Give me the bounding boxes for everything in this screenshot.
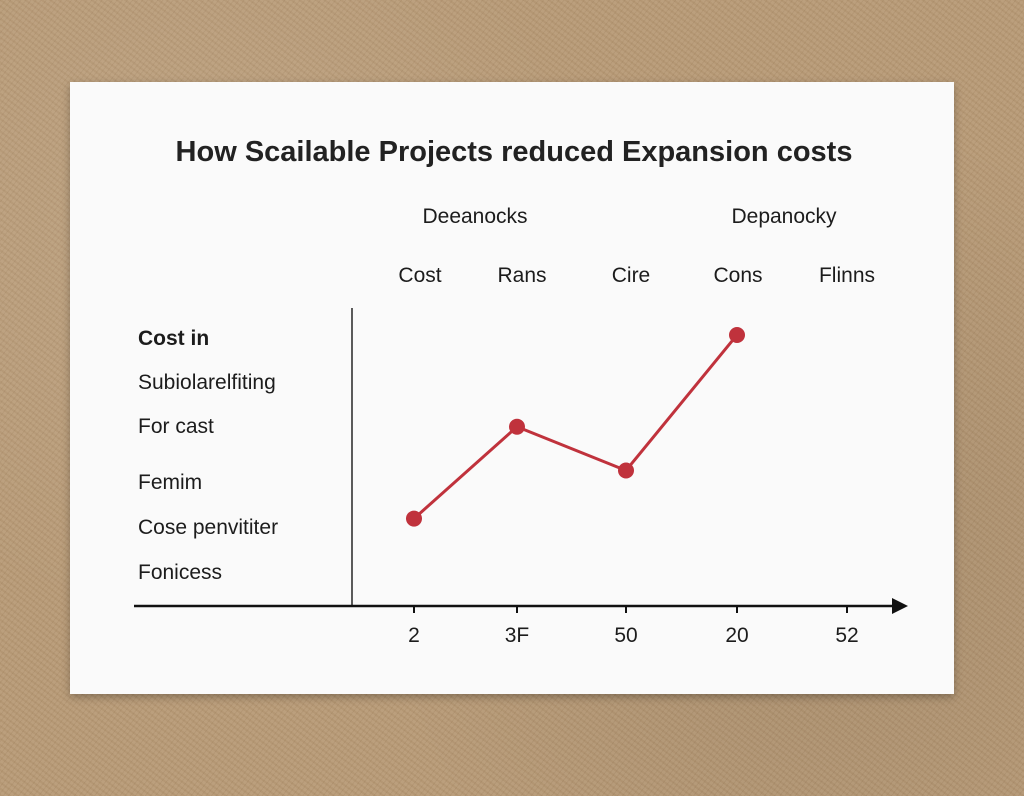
- column-label: Cire: [612, 264, 651, 287]
- x-ticks: 2 3F 50 20 52: [408, 606, 859, 647]
- data-point: [509, 418, 525, 435]
- row-label: Fonicess: [138, 561, 222, 584]
- x-tick-label: 50: [614, 624, 637, 647]
- series-layer: [406, 326, 745, 527]
- data-point: [729, 326, 745, 343]
- row-label: For cast: [138, 415, 214, 438]
- group-label: Deeanocks: [422, 205, 527, 228]
- column-label: Cons: [713, 264, 762, 287]
- chart-card: [70, 82, 954, 694]
- series-line: [413, 334, 739, 520]
- x-tick-label: 2: [408, 624, 420, 647]
- group-label: Depanocky: [731, 205, 837, 228]
- row-label: Subiolarelfiting: [138, 371, 276, 394]
- x-tick-label: 20: [725, 624, 748, 647]
- data-point: [406, 510, 422, 527]
- column-label: Flinns: [819, 264, 875, 287]
- row-label: Cost in: [138, 327, 209, 350]
- data-point: [618, 462, 634, 479]
- chart-title: How Scailable Projects reduced Expansion…: [176, 136, 853, 168]
- column-label: Rans: [497, 264, 546, 287]
- x-axis-arrowhead: [892, 598, 908, 614]
- column-label: Cost: [398, 264, 441, 287]
- x-tick-label: 3F: [505, 624, 530, 647]
- x-tick-label: 52: [835, 624, 858, 647]
- row-label: Femim: [138, 471, 202, 494]
- row-label: Cose penvititer: [138, 516, 278, 539]
